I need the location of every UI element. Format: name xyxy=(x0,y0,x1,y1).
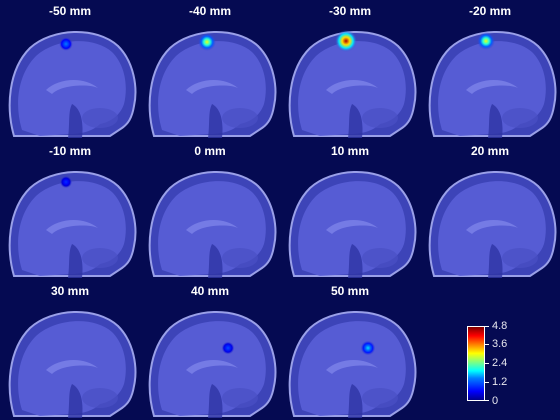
slice-panel: -50 mm xyxy=(0,0,140,140)
corpus-callosum xyxy=(186,359,238,374)
slice-title: -40 mm xyxy=(188,4,232,18)
corpus-callosum xyxy=(186,79,238,94)
slice-title: 10 mm xyxy=(330,144,370,158)
slice-panel: 40 mm xyxy=(140,280,280,420)
corpus-callosum xyxy=(466,219,518,234)
slice-title: 30 mm xyxy=(50,284,90,298)
slice-title: -50 mm xyxy=(48,4,92,18)
corpus-callosum xyxy=(46,219,98,234)
brain-slice-image xyxy=(148,170,277,278)
brainstem xyxy=(68,244,83,278)
colorbar-tick-label: 0 xyxy=(492,395,499,407)
activation-hotspot xyxy=(477,32,495,50)
cerebellum xyxy=(82,388,118,408)
activation-hotspot xyxy=(198,33,216,51)
brainstem xyxy=(68,104,83,138)
cerebellum xyxy=(222,388,258,408)
brainstem xyxy=(348,104,363,138)
colorbar-tick-label: 1.2 xyxy=(492,376,508,388)
brain-slice-image xyxy=(8,170,137,278)
brainstem xyxy=(348,244,363,278)
slice-panel: -10 mm xyxy=(0,140,140,280)
colorbar-tickmark xyxy=(485,400,489,401)
colorbar-tickmark xyxy=(485,382,489,383)
colorbar xyxy=(467,326,485,401)
cerebellum xyxy=(502,248,538,268)
slice-panel: 20 mm xyxy=(420,140,560,280)
cerebellum xyxy=(502,108,538,128)
colorbar-tick-label: 3.6 xyxy=(492,338,508,350)
corpus-callosum xyxy=(326,219,378,234)
brain-slice-image xyxy=(288,30,417,138)
slice-title: 40 mm xyxy=(190,284,230,298)
activation-hotspot xyxy=(59,175,73,189)
slice-panel: -40 mm xyxy=(140,0,280,140)
cerebellum xyxy=(222,108,258,128)
slice-title: 50 mm xyxy=(330,284,370,298)
brainstem xyxy=(488,104,503,138)
brainstem xyxy=(68,384,83,418)
colorbar-tickmark xyxy=(485,363,489,364)
activation-hotspot xyxy=(335,30,357,52)
corpus-callosum xyxy=(326,79,378,94)
colorbar-tickmark xyxy=(485,326,489,327)
slice-title: -10 mm xyxy=(48,144,92,158)
corpus-callosum xyxy=(326,359,378,374)
slice-panel: -30 mm xyxy=(280,0,420,140)
slice-title: -30 mm xyxy=(328,4,372,18)
brain-slice-image xyxy=(428,30,557,138)
slice-title: -20 mm xyxy=(468,4,512,18)
colorbar-tick-label: 2.4 xyxy=(492,357,508,369)
slice-panel: 50 mm xyxy=(280,280,420,420)
corpus-callosum xyxy=(46,79,98,94)
brainstem xyxy=(208,104,223,138)
brain-slice-image xyxy=(8,310,137,418)
cerebellum xyxy=(82,108,118,128)
colorbar-tickmark xyxy=(485,344,489,345)
brain-slice-image xyxy=(148,30,277,138)
brainstem xyxy=(208,244,223,278)
corpus-callosum xyxy=(186,219,238,234)
brainstem xyxy=(488,244,503,278)
cerebellum xyxy=(362,108,398,128)
slice-panel: 0 mm xyxy=(140,140,280,280)
corpus-callosum xyxy=(466,79,518,94)
brain-slice-image xyxy=(288,170,417,278)
brain-slice-image xyxy=(428,170,557,278)
brain-slice-image xyxy=(288,310,417,418)
slice-panel: 10 mm xyxy=(280,140,420,280)
slice-title: 0 mm xyxy=(194,144,226,158)
cerebellum xyxy=(362,248,398,268)
slice-panel: 30 mm xyxy=(0,280,140,420)
cerebellum xyxy=(82,248,118,268)
cerebellum xyxy=(362,388,398,408)
brain-slice-image xyxy=(8,30,137,138)
colorbar-tick-label: 4.8 xyxy=(492,320,508,332)
corpus-callosum xyxy=(46,359,98,374)
activation-hotspot xyxy=(360,340,376,356)
cerebellum xyxy=(222,248,258,268)
brainstem xyxy=(348,384,363,418)
activation-hotspot xyxy=(221,341,235,355)
brainstem xyxy=(208,384,223,418)
slice-title: 20 mm xyxy=(470,144,510,158)
slice-panel: -20 mm xyxy=(420,0,560,140)
brain-slice-image xyxy=(148,310,277,418)
activation-hotspot xyxy=(59,37,73,51)
